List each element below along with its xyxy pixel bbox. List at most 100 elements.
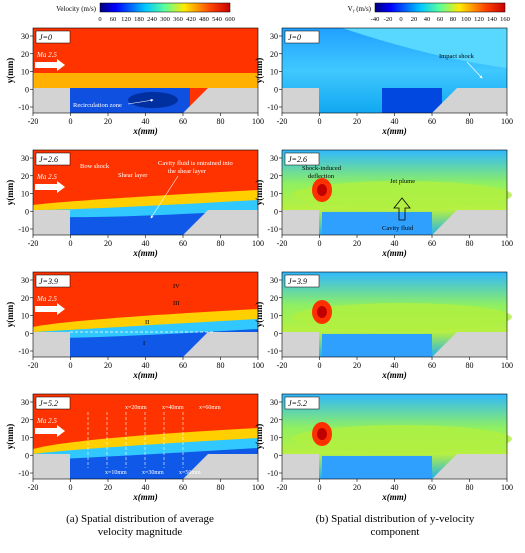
y-tick-label: -10 [18,103,29,112]
colorbar-b-tick: 60 [437,16,444,23]
colorbar-a-tick: 240 [147,16,157,23]
y-tick-label: 0 [274,207,278,216]
x-tick-label: -20 [28,361,39,370]
x-axis-label: x(mm) [381,248,407,258]
panel-annotation: Shear layer [118,172,148,179]
y-tick-label: 20 [270,172,278,181]
panel-annotation: the shear layer [168,168,207,175]
colorbar-b-tick: -20 [384,16,393,23]
colorbar-a-tick: 120 [121,16,131,23]
y-tick-label: -10 [267,225,278,234]
y-tick-label: -10 [267,347,278,356]
x-axis-label: x(mm) [132,126,158,136]
x-tick-label: 80 [466,483,474,492]
x-tick-label: 20 [353,483,361,492]
y-axis-label: y(mm) [5,302,15,328]
y-tick-label: 10 [270,312,278,321]
y-tick-label: 10 [21,68,29,77]
y-tick-label: 10 [270,434,278,443]
j-label: J=3.9 [288,277,307,286]
colorbar-a-tick: 60 [110,16,117,23]
x-tick-label: 60 [179,361,187,370]
y-tick-label: -10 [18,469,29,478]
x-tick-label: 40 [391,239,399,248]
x-tick-label: 100 [252,117,264,126]
panel-annotation: x=30mm [142,470,164,476]
x-tick-label: 60 [428,117,436,126]
panel-annotation: II [145,319,149,326]
flow-arrow-icon [35,303,65,315]
colorbar-b-tick: 140 [487,16,497,23]
x-axis-label: x(mm) [381,492,407,502]
j-label: J=5.2 [288,399,307,408]
x-tick-label: -20 [277,117,288,126]
x-tick-label: 80 [466,239,474,248]
colorbar-a-tick: 0 [98,16,101,23]
colorbar-a-tick: 360 [173,16,183,23]
x-tick-label: -20 [28,117,39,126]
flow-arrow-icon [35,59,65,71]
x-tick-label: 60 [428,483,436,492]
x-tick-label: 60 [179,483,187,492]
x-tick-label: 100 [252,239,264,248]
colorbar-b-tick: 160 [500,16,510,23]
y-tick-label: 20 [270,50,278,59]
y-tick-label: 0 [25,85,29,94]
colorbar-a-tick: 420 [186,16,196,23]
y-tick-label: 0 [25,207,29,216]
j-label: J=5.2 [39,399,58,408]
x-tick-label: 40 [142,483,150,492]
y-tick-label: 30 [21,276,29,285]
x-tick-label: -20 [28,483,39,492]
x-tick-label: 20 [104,239,112,248]
y-tick-label: 0 [274,451,278,460]
x-tick-label: 100 [501,239,513,248]
y-tick-label: 30 [21,32,29,41]
x-tick-label: 40 [142,117,150,126]
panel-annotation: Shock-induced [302,165,342,172]
y-tick-label: 20 [21,416,29,425]
x-tick-label: 60 [428,361,436,370]
colorbar-b-tick: -40 [371,16,380,23]
caption-a: (a) Spatial distribution of average velo… [20,513,260,539]
x-tick-label: 60 [179,117,187,126]
x-tick-label: -20 [277,483,288,492]
caption-a-line1: (a) Spatial distribution of average [66,513,214,525]
y-tick-label: 20 [270,294,278,303]
y-tick-label: 20 [21,172,29,181]
j-label: J=3.9 [39,277,58,286]
y-tick-label: 30 [270,398,278,407]
panel-a-1: J=0Ma 2.5-20 0 20 40 60 80 100x(mm)3020100-10y… [5,27,264,136]
x-tick-label: 0 [69,239,73,248]
y-tick-label: 10 [21,312,29,321]
y-tick-label: 10 [21,434,29,443]
panel-annotation: I [143,340,145,347]
x-tick-label: 80 [217,117,225,126]
y-tick-label: 10 [21,190,29,199]
mach-label: Ma 2.5 [36,173,57,181]
colorbar-b-tick: 120 [474,16,484,23]
colorbar-a-tick: 480 [199,16,209,23]
y-tick-label: 10 [270,190,278,199]
y-axis-label: y(mm) [5,424,15,450]
panel-annotation: deflection [308,173,335,180]
colorbar-b-tick: 80 [450,16,457,23]
j-label: J=2.6 [39,155,58,164]
x-tick-label: 20 [104,483,112,492]
x-tick-label: 0 [69,361,73,370]
panel-annotation: Jet plume [390,178,415,185]
y-tick-label: 10 [270,68,278,77]
j-label: J=2.6 [288,155,307,164]
colorbar-b-tick: 100 [461,16,471,23]
j-label: J=0 [39,33,52,42]
colorbar-b-tick: 40 [424,16,431,23]
x-tick-label: 40 [391,483,399,492]
x-tick-label: 40 [142,239,150,248]
x-tick-label: 40 [391,361,399,370]
caption-b: (b) Spatial distribution of y-velocity c… [270,513,520,539]
flow-arrow-icon [35,181,65,193]
colorbar-a-tick: 600 [225,16,235,23]
colorbar-a-tick: 540 [212,16,222,23]
y-tick-label: 20 [270,416,278,425]
